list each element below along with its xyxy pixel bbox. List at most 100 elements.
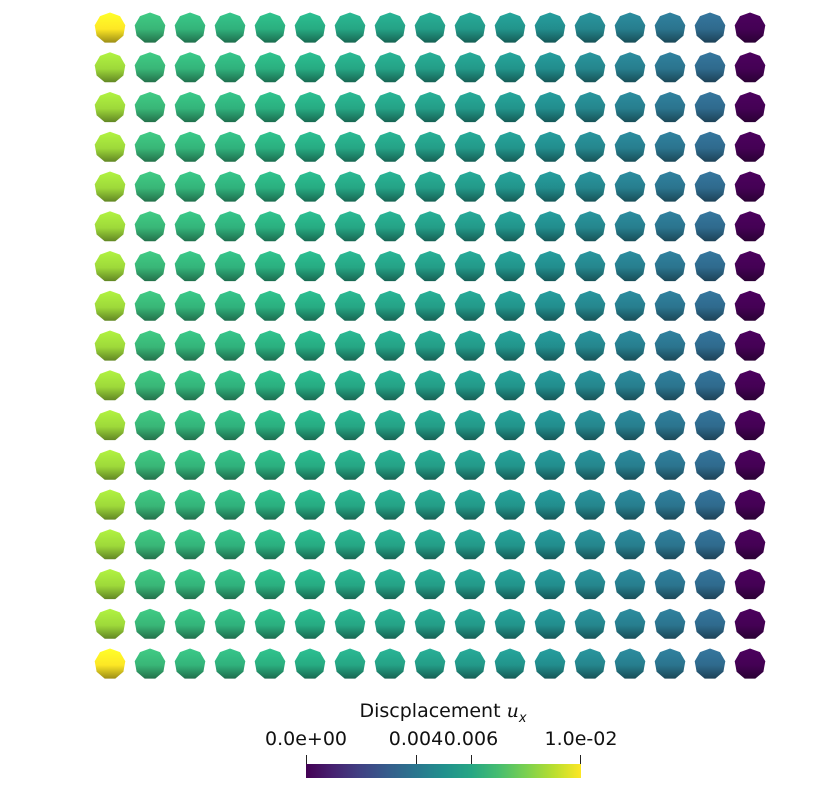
particle-sphere bbox=[94, 410, 126, 441]
particle-sphere bbox=[414, 569, 446, 600]
particle-sphere bbox=[654, 529, 686, 560]
particle-sphere bbox=[134, 449, 166, 480]
particle-sphere bbox=[734, 211, 766, 242]
particle-sphere bbox=[174, 52, 206, 83]
particle-sphere bbox=[574, 52, 606, 83]
particle-sphere bbox=[494, 290, 526, 321]
legend-tick-label-min: 0.0e+00 bbox=[264, 728, 348, 750]
particle-sphere bbox=[654, 92, 686, 123]
particle-sphere bbox=[374, 12, 406, 43]
particle-sphere bbox=[294, 608, 326, 639]
particle-sphere bbox=[414, 648, 446, 679]
particle-sphere bbox=[574, 569, 606, 600]
particle-sphere bbox=[614, 410, 646, 441]
legend-title-text: Discplacement bbox=[359, 700, 507, 722]
particle-sphere bbox=[214, 211, 246, 242]
particle-sphere bbox=[374, 608, 406, 639]
particle-sphere bbox=[734, 529, 766, 560]
particle-sphere bbox=[134, 131, 166, 162]
particle-sphere bbox=[654, 449, 686, 480]
particle-sphere bbox=[534, 171, 566, 202]
particle-sphere bbox=[214, 449, 246, 480]
particle-sphere bbox=[534, 52, 566, 83]
particle-sphere bbox=[134, 648, 166, 679]
particle-sphere bbox=[94, 370, 126, 401]
particle-sphere bbox=[454, 370, 486, 401]
particle-sphere bbox=[134, 211, 166, 242]
particle-sphere bbox=[174, 211, 206, 242]
particle-sphere bbox=[414, 608, 446, 639]
particle-sphere bbox=[454, 648, 486, 679]
particle-sphere bbox=[574, 529, 606, 560]
particle-sphere bbox=[414, 251, 446, 282]
particle-sphere bbox=[574, 330, 606, 361]
particle-sphere bbox=[334, 569, 366, 600]
particle-sphere bbox=[134, 489, 166, 520]
particle-sphere bbox=[94, 569, 126, 600]
particle-sphere bbox=[134, 410, 166, 441]
particle-sphere bbox=[134, 330, 166, 361]
particle-sphere bbox=[694, 92, 726, 123]
particle-sphere bbox=[454, 211, 486, 242]
particle-sphere bbox=[694, 648, 726, 679]
particle-sphere bbox=[374, 330, 406, 361]
legend-colorbar bbox=[306, 764, 581, 778]
particle-sphere bbox=[534, 370, 566, 401]
particle-sphere bbox=[254, 251, 286, 282]
particle-sphere bbox=[294, 92, 326, 123]
particle-sphere bbox=[374, 52, 406, 83]
particle-sphere bbox=[534, 211, 566, 242]
particle-sphere bbox=[374, 131, 406, 162]
particle-sphere bbox=[534, 608, 566, 639]
particle-sphere bbox=[454, 290, 486, 321]
particle-sphere bbox=[214, 330, 246, 361]
particle-sphere bbox=[414, 489, 446, 520]
particle-sphere bbox=[294, 330, 326, 361]
particle-sphere bbox=[614, 131, 646, 162]
particle-sphere bbox=[694, 370, 726, 401]
particle-sphere bbox=[454, 131, 486, 162]
particle-sphere bbox=[414, 529, 446, 560]
particle-sphere bbox=[214, 489, 246, 520]
particle-sphere bbox=[294, 211, 326, 242]
particle-sphere bbox=[414, 370, 446, 401]
particle-sphere bbox=[614, 251, 646, 282]
particle-sphere bbox=[534, 529, 566, 560]
particle-sphere bbox=[414, 449, 446, 480]
particle-sphere bbox=[174, 92, 206, 123]
legend-tick-mark bbox=[416, 755, 417, 765]
particle-sphere bbox=[574, 290, 606, 321]
particle-sphere bbox=[374, 251, 406, 282]
particle-sphere bbox=[294, 370, 326, 401]
particle-sphere bbox=[734, 489, 766, 520]
particle-sphere bbox=[254, 171, 286, 202]
legend-title-subscript: x bbox=[518, 710, 527, 726]
particle-sphere bbox=[534, 648, 566, 679]
particle-sphere bbox=[694, 211, 726, 242]
particle-sphere bbox=[134, 290, 166, 321]
particle-sphere bbox=[174, 330, 206, 361]
particle-sphere bbox=[654, 12, 686, 43]
particle-sphere bbox=[214, 52, 246, 83]
particle-sphere bbox=[374, 569, 406, 600]
particle-sphere bbox=[214, 290, 246, 321]
particle-sphere bbox=[534, 330, 566, 361]
particle-sphere bbox=[494, 211, 526, 242]
particle-sphere bbox=[734, 648, 766, 679]
particle-sphere bbox=[574, 370, 606, 401]
particle-sphere bbox=[254, 211, 286, 242]
particle-sphere bbox=[694, 489, 726, 520]
particle-sphere bbox=[294, 251, 326, 282]
particle-sphere bbox=[734, 608, 766, 639]
particle-sphere bbox=[254, 489, 286, 520]
particle-sphere bbox=[94, 92, 126, 123]
particle-sphere bbox=[454, 410, 486, 441]
particle-sphere bbox=[574, 489, 606, 520]
particle-sphere bbox=[334, 171, 366, 202]
particle-sphere bbox=[494, 529, 526, 560]
particle-sphere bbox=[694, 608, 726, 639]
particle-sphere bbox=[734, 52, 766, 83]
particle-sphere bbox=[374, 290, 406, 321]
particle-sphere bbox=[654, 171, 686, 202]
particle-sphere bbox=[374, 410, 406, 441]
